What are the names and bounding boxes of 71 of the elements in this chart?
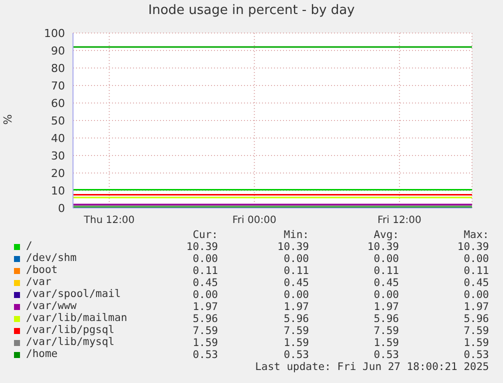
text: 10.39 (185, 241, 218, 253)
legend-label: /var/www (26, 300, 77, 312)
legend-label: /var (26, 276, 52, 288)
text: 0.00 (192, 253, 218, 265)
text: 0.53 (372, 349, 399, 361)
legend-label: /dev/shm (26, 252, 77, 264)
text: 0.00 (372, 253, 399, 265)
y-tick-label: 70 (51, 79, 65, 92)
text: 0.53 (192, 349, 218, 361)
text: 7.59 (372, 325, 399, 337)
text: 5.96 (372, 313, 399, 325)
text: 1.97 (192, 301, 218, 313)
text: 1.59 (462, 337, 489, 349)
chart-title: Inode usage in percent - by day (147, 3, 356, 18)
text: 0.45 (192, 277, 218, 289)
y-tick-label: 10 (51, 184, 65, 198)
y-tick-label: 60 (51, 96, 65, 110)
legend-label: /var/lib/mailman (26, 312, 128, 324)
legend-label: /var/spool/mail (26, 288, 121, 300)
text: 7.59 (462, 325, 489, 337)
text: 0.11 (462, 265, 489, 277)
text: 1.97 (372, 301, 399, 313)
text: 0.00 (372, 289, 399, 301)
text: Min: (282, 229, 309, 241)
text: 10.39 (366, 241, 399, 253)
text: 0.11 (372, 265, 399, 277)
text: 0.11 (192, 265, 218, 277)
y-tick-label: 40 (51, 132, 65, 145)
y-tick-label: 100 (44, 26, 65, 40)
text: 0.00 (282, 289, 309, 301)
legend-label: /var/lib/pgsql (26, 324, 115, 336)
x-tick-label: Thu 12:00 (82, 215, 135, 226)
text: Cur: (192, 229, 218, 241)
text: 1.97 (282, 301, 309, 313)
text: 1.59 (282, 337, 309, 349)
text: 0.00 (462, 253, 489, 265)
x-tick-label: Fri 00:00 (232, 215, 276, 226)
y-tick-label: 0 (58, 202, 65, 215)
text: Avg: (372, 229, 399, 241)
y-axis-title: % (2, 114, 15, 125)
text: 10.39 (276, 241, 309, 253)
text: 0.53 (462, 349, 489, 361)
y-tick-label: 80 (51, 62, 65, 75)
text: 1.59 (192, 337, 218, 349)
text: 7.59 (282, 325, 309, 337)
y-tick-label: 90 (51, 44, 65, 58)
text: 0.00 (462, 289, 489, 301)
y-tick-label: 20 (51, 166, 65, 180)
text: 5.96 (192, 313, 218, 325)
text: 1.59 (372, 337, 399, 349)
text: 7.59 (192, 325, 218, 337)
text: Max: (462, 229, 489, 241)
legend-label: /home (26, 348, 58, 360)
text: 0.11 (282, 265, 309, 277)
text: 1.97 (462, 301, 489, 313)
legend-label: / (26, 240, 32, 252)
text: 0.45 (282, 277, 309, 289)
y-tick-label: 30 (51, 149, 65, 162)
legend-label: /var/lib/mysql (26, 336, 115, 348)
text: 10.39 (456, 241, 489, 253)
text: 5.96 (462, 313, 489, 325)
legend-label: /boot (26, 264, 58, 276)
y-tick-label: 50 (51, 114, 65, 128)
text: 0.00 (192, 289, 218, 301)
text: 5.96 (282, 313, 309, 325)
text: 0.45 (372, 277, 399, 289)
text: 0.45 (462, 277, 489, 289)
text: 0.53 (282, 349, 309, 361)
x-tick-label: Fri 12:00 (377, 215, 422, 226)
text: Last update: Fri Jun 27 18:00:21 2025 (254, 361, 489, 373)
text: 0.00 (282, 253, 309, 265)
